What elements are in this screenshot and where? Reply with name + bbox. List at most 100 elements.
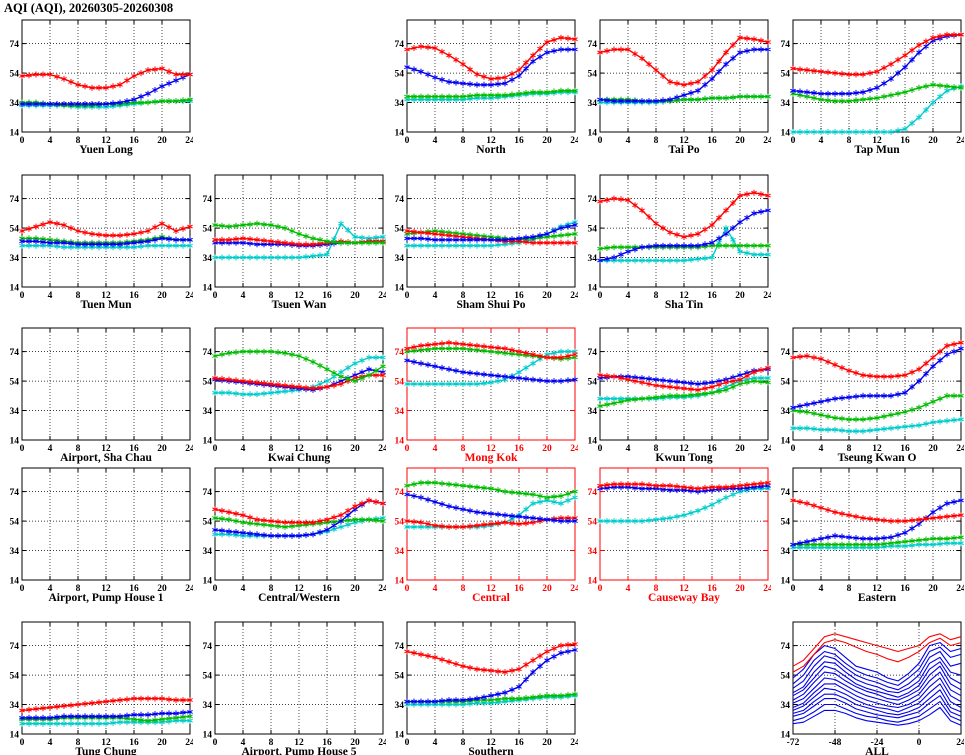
- y-tick-label: 34: [10, 99, 20, 109]
- series-line-blue: [792, 677, 962, 709]
- station-label: ALL: [865, 746, 889, 755]
- chart-central: 0 4 8 12 16 20 24 14 34 54 74 Central: [385, 467, 580, 607]
- series-markers-green: [212, 348, 386, 385]
- x-tick-label: 4: [819, 136, 824, 146]
- y-tick-label: 74: [203, 642, 213, 652]
- x-tick-label: -48: [829, 738, 842, 748]
- x-tick-label: 8: [654, 584, 659, 594]
- x-tick-label: 4: [241, 444, 246, 454]
- x-tick-label: 20: [350, 291, 360, 301]
- chart-north: 0 4 8 12 16 20 24 14 34 54 74 North: [385, 19, 580, 159]
- x-tick-label: 24: [570, 584, 578, 594]
- y-tick-label: 54: [395, 378, 405, 388]
- x-tick-label: 8: [76, 444, 81, 454]
- series-markers-green: [404, 87, 578, 100]
- x-tick-label: 12: [101, 738, 111, 748]
- station-label: Tuen Mun: [80, 299, 132, 311]
- x-tick-label: 8: [269, 444, 274, 454]
- x-tick-label: 12: [486, 584, 496, 594]
- y-tick-label: 54: [10, 378, 20, 388]
- series-markers-red: [19, 219, 193, 239]
- x-tick-label: 20: [928, 584, 938, 594]
- y-tick-label: 14: [203, 731, 213, 741]
- series-line-blue: [792, 646, 962, 686]
- y-tick-label: 54: [10, 70, 20, 80]
- y-tick-label: 14: [781, 731, 791, 741]
- x-tick-label: 16: [129, 738, 139, 748]
- series-line-blue: [792, 689, 962, 716]
- chart-canvas: 0 4 8 12 16 20 24 14 34 54 74 Sham Shui Po: [395, 174, 580, 311]
- series-markers-red: [790, 31, 964, 78]
- x-tick-label: 4: [48, 291, 53, 301]
- x-tick-label: 20: [542, 584, 552, 594]
- x-tick-label: 12: [294, 444, 304, 454]
- chart-canvas: 0 4 8 12 16 20 24 14 34 54 74 Southern: [395, 621, 580, 755]
- x-tick-label: 4: [48, 738, 53, 748]
- x-tick-label: 0: [405, 738, 410, 748]
- station-label: Tai Po: [668, 144, 699, 156]
- x-tick-label: 16: [322, 738, 332, 748]
- x-tick-label: 0: [791, 444, 796, 454]
- x-tick-label: 16: [129, 444, 139, 454]
- y-tick-label: 34: [588, 547, 598, 557]
- y-tick-label: 54: [588, 378, 598, 388]
- station-label: Tseung Kwan O: [838, 452, 917, 464]
- y-tick-label: 54: [395, 225, 405, 235]
- x-tick-label: 24: [570, 738, 578, 748]
- x-tick-label: 8: [76, 291, 81, 301]
- chart-tap-mun: 0 4 8 12 16 20 24 14 34 54 74 Tap Mun: [771, 19, 965, 159]
- chart-all: -72 -48 -24 0 24 14 34 54 74 ALL: [771, 621, 965, 755]
- x-tick-label: 4: [819, 584, 824, 594]
- station-label: Kwai Chung: [268, 452, 331, 464]
- station-label: Yuen Long: [79, 144, 133, 156]
- y-tick-label: 54: [781, 378, 791, 388]
- station-label: Sham Shui Po: [456, 299, 525, 311]
- y-tick-label: 14: [588, 129, 598, 139]
- series-markers-blue: [404, 222, 578, 243]
- x-tick-label: 4: [48, 584, 53, 594]
- x-tick-label: 24: [185, 291, 193, 301]
- y-tick-label: 34: [395, 254, 405, 264]
- y-tick-label: 74: [203, 195, 213, 205]
- x-tick-label: 12: [486, 738, 496, 748]
- y-tick-label: 34: [203, 701, 213, 711]
- y-tick-label: 14: [10, 577, 20, 587]
- x-tick-label: 4: [433, 584, 438, 594]
- station-label: Airport, Pump House 5: [242, 746, 357, 755]
- y-tick-label: 34: [203, 547, 213, 557]
- chart-canvas: 0 4 8 12 16 20 24 14 34 54 74 Sha Tin: [588, 174, 773, 311]
- x-tick-label: 24: [956, 738, 964, 748]
- chart-tai-po: 0 4 8 12 16 20 24 14 34 54 74 Tai Po: [578, 19, 773, 159]
- x-tick-label: 20: [928, 136, 938, 146]
- y-tick-label: 14: [203, 577, 213, 587]
- y-tick-label: 74: [588, 488, 598, 498]
- series-markers-red: [212, 497, 386, 526]
- x-tick-label: 16: [707, 584, 717, 594]
- series-markers-cyan: [790, 416, 964, 435]
- station-label: Central: [472, 592, 510, 604]
- y-tick-label: 34: [588, 254, 598, 264]
- x-tick-label: 0: [213, 584, 218, 594]
- y-tick-label: 54: [395, 70, 405, 80]
- chart-tseung-kwan-o: 0 4 8 12 16 20 24 14 34 54 74 Tseung Kwan O: [771, 327, 965, 467]
- x-tick-label: 24: [763, 584, 771, 594]
- y-tick-label: 14: [10, 284, 20, 294]
- chart-tung-chung: 0 4 8 12 16 20 24 14 34 54 74 Tung Chung: [0, 621, 195, 755]
- x-tick-label: 0: [213, 291, 218, 301]
- y-tick-label: 54: [395, 672, 405, 682]
- x-tick-label: 24: [763, 136, 771, 146]
- x-tick-label: 0: [405, 584, 410, 594]
- chart-canvas: 0 4 8 12 16 20 24 14 34 54 74 Eastern: [781, 467, 965, 604]
- x-tick-label: 20: [735, 291, 745, 301]
- x-tick-label: 8: [461, 584, 466, 594]
- x-tick-label: 8: [654, 291, 659, 301]
- chart-canvas: 0 4 8 12 16 20 24 14 34 54 74 Kwai Chung: [203, 327, 388, 464]
- series-markers-red: [404, 34, 578, 82]
- x-tick-label: 16: [322, 584, 332, 594]
- series-markers-red: [404, 641, 578, 676]
- y-tick-label: 34: [203, 254, 213, 264]
- x-tick-label: 0: [598, 291, 603, 301]
- series-line-blue: [792, 665, 962, 701]
- y-tick-label: 54: [10, 672, 20, 682]
- station-label: Airport, Sha Chau: [60, 452, 152, 464]
